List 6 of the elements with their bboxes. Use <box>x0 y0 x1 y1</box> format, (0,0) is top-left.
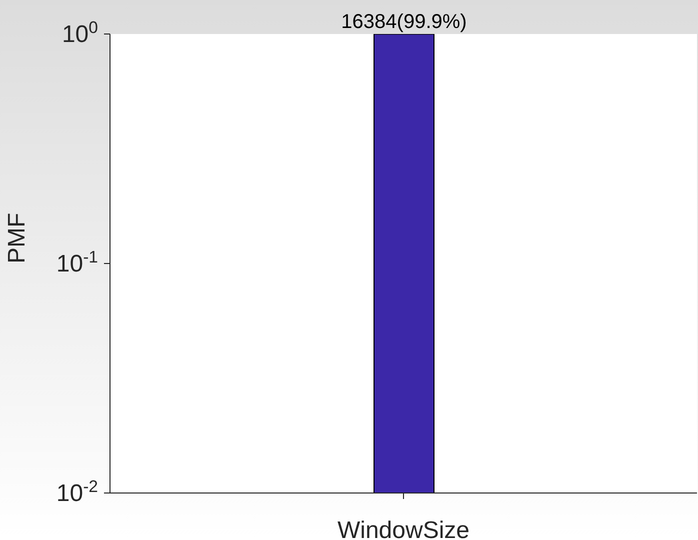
y-axis-title: PMF <box>4 212 31 264</box>
y-tick-label: 10$^{0}$ <box>62 18 98 48</box>
x-axis-title: WindowSize <box>337 517 470 540</box>
y-tick-label: 10$^{-2}$ <box>56 476 98 507</box>
data-label: 16384(99.9%) <box>341 11 467 34</box>
y-tick-label: 10$^{-1}$ <box>56 247 98 278</box>
